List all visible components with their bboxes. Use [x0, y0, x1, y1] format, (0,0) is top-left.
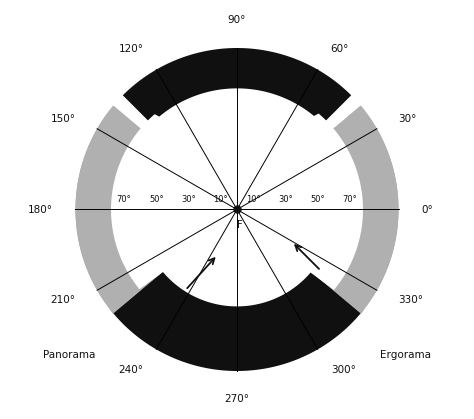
Text: 10°: 10° [246, 195, 260, 204]
Polygon shape [348, 106, 399, 313]
Polygon shape [110, 210, 364, 371]
Text: 10°: 10° [214, 195, 228, 204]
Text: 60°: 60° [331, 44, 349, 54]
Text: 30°: 30° [399, 114, 417, 124]
Polygon shape [311, 106, 399, 313]
Text: 0°: 0° [421, 204, 433, 215]
Text: 150°: 150° [51, 114, 75, 124]
Text: 70°: 70° [117, 195, 131, 204]
Text: 30°: 30° [181, 195, 196, 204]
Text: 30°: 30° [278, 195, 293, 204]
Text: 330°: 330° [399, 295, 423, 305]
Polygon shape [111, 88, 363, 306]
Text: 120°: 120° [118, 44, 143, 54]
Polygon shape [91, 116, 138, 303]
Text: F: F [237, 220, 243, 230]
Text: 180°: 180° [28, 204, 53, 215]
Text: 210°: 210° [51, 295, 75, 305]
Polygon shape [75, 106, 126, 313]
Text: 70°: 70° [343, 195, 357, 204]
Text: Panorama: Panorama [43, 350, 96, 360]
Text: 240°: 240° [118, 365, 143, 375]
Text: 300°: 300° [331, 365, 356, 375]
Text: 270°: 270° [225, 393, 249, 403]
Circle shape [72, 45, 402, 374]
Polygon shape [336, 116, 383, 303]
Text: 90°: 90° [228, 16, 246, 26]
Polygon shape [108, 127, 150, 292]
Text: 50°: 50° [310, 195, 325, 204]
Text: 50°: 50° [149, 195, 164, 204]
Polygon shape [124, 137, 163, 282]
Text: Ergorama: Ergorama [380, 350, 431, 360]
Polygon shape [75, 106, 163, 313]
Polygon shape [324, 127, 366, 292]
Polygon shape [311, 137, 350, 282]
Polygon shape [123, 48, 351, 210]
